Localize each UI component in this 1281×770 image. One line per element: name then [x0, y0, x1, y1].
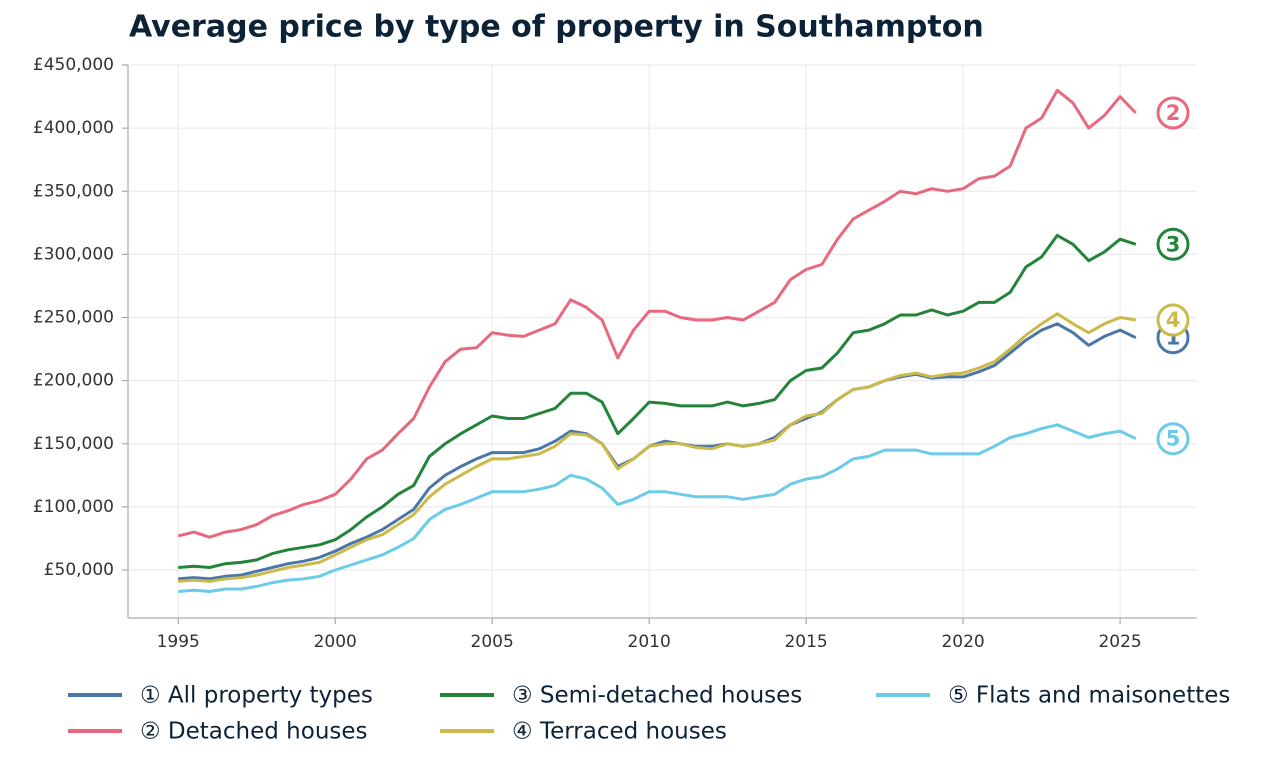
end-label: 2: [1166, 101, 1181, 125]
end-marker: [1156, 303, 1190, 337]
x-tick-label: 1995: [157, 632, 200, 652]
y-tick-label: £50,000: [44, 560, 114, 580]
legend-label: ④ Terraced houses: [512, 719, 727, 745]
series-line: [178, 423, 1137, 593]
series-line: [178, 312, 1137, 583]
end-label: 5: [1166, 427, 1181, 451]
end-marker: [1156, 96, 1190, 130]
y-tick-label: £400,000: [33, 118, 114, 138]
end-marker: [1156, 227, 1190, 261]
series-line: [178, 233, 1137, 569]
y-tick-label: £350,000: [33, 181, 114, 201]
x-tick-label: 2015: [784, 632, 827, 652]
end-label: 4: [1166, 308, 1181, 332]
x-tick-label: 2010: [628, 632, 671, 652]
legend-label: ① All property types: [140, 683, 373, 709]
x-tick-label: 2025: [1098, 632, 1141, 652]
end-label: 3: [1166, 232, 1181, 256]
chart-title: Average price by type of property in Sou…: [129, 10, 984, 45]
legend-label: ⑤ Flats and maisonettes: [948, 683, 1230, 709]
y-tick-label: £200,000: [33, 371, 114, 391]
y-tick-label: £250,000: [33, 308, 114, 328]
legend-label: ② Detached houses: [140, 719, 368, 745]
y-tick-label: £300,000: [33, 244, 114, 264]
y-tick-label: £100,000: [33, 497, 114, 517]
y-tick-label: £150,000: [33, 434, 114, 454]
series-line: [177, 88, 1137, 539]
x-tick-label: 2005: [471, 632, 514, 652]
end-marker: [1156, 422, 1190, 456]
x-tick-label: 2020: [941, 632, 984, 652]
y-tick-label: £450,000: [33, 55, 114, 75]
x-tick-label: 2000: [314, 632, 357, 652]
legend-label: ③ Semi-detached houses: [512, 683, 802, 709]
